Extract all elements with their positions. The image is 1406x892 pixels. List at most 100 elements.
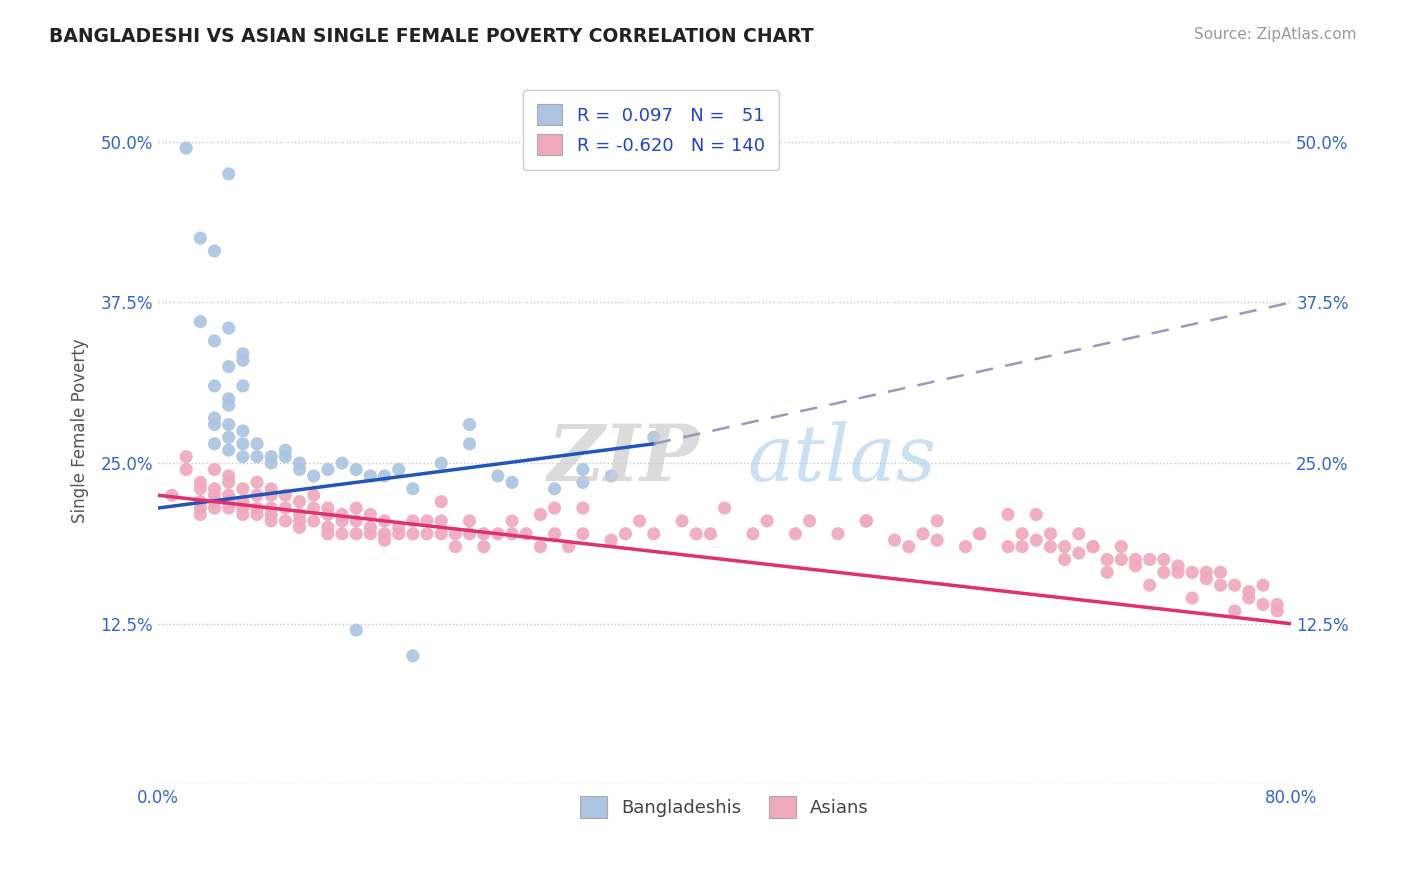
Point xyxy=(188,494,211,508)
Point xyxy=(188,315,211,329)
Point xyxy=(359,520,381,534)
Point xyxy=(756,514,779,528)
Point xyxy=(204,334,226,348)
Point xyxy=(402,482,425,496)
Point xyxy=(288,494,311,508)
Point xyxy=(543,526,565,541)
Point xyxy=(260,514,283,528)
Point xyxy=(246,475,269,490)
Point xyxy=(344,514,367,528)
Point xyxy=(232,353,254,368)
Point xyxy=(1167,566,1189,580)
Point xyxy=(188,482,211,496)
Point xyxy=(1025,533,1047,548)
Point xyxy=(501,526,523,541)
Point xyxy=(1167,558,1189,573)
Point xyxy=(204,494,226,508)
Point xyxy=(1223,578,1246,592)
Point xyxy=(742,526,765,541)
Point xyxy=(373,526,395,541)
Point xyxy=(246,508,269,522)
Point xyxy=(344,462,367,476)
Point xyxy=(558,540,581,554)
Point xyxy=(572,526,595,541)
Point xyxy=(188,508,211,522)
Point xyxy=(1251,598,1274,612)
Point xyxy=(543,482,565,496)
Point xyxy=(1153,552,1175,566)
Point xyxy=(204,244,226,258)
Point xyxy=(274,443,297,458)
Point xyxy=(330,526,353,541)
Point xyxy=(218,475,240,490)
Text: ZIP: ZIP xyxy=(548,421,700,498)
Point xyxy=(204,482,226,496)
Point xyxy=(218,501,240,516)
Point xyxy=(204,379,226,393)
Point xyxy=(288,514,311,528)
Point xyxy=(359,469,381,483)
Point xyxy=(1237,584,1260,599)
Point xyxy=(359,508,381,522)
Point xyxy=(1251,578,1274,592)
Point xyxy=(628,514,651,528)
Y-axis label: Single Female Poverty: Single Female Poverty xyxy=(72,339,89,524)
Point xyxy=(911,526,934,541)
Point xyxy=(883,533,905,548)
Point xyxy=(174,462,197,476)
Point xyxy=(713,501,735,516)
Point xyxy=(1195,566,1218,580)
Point xyxy=(1139,578,1161,592)
Point xyxy=(388,462,411,476)
Text: Source: ZipAtlas.com: Source: ZipAtlas.com xyxy=(1194,27,1357,42)
Point xyxy=(316,501,339,516)
Point xyxy=(232,347,254,361)
Point xyxy=(969,526,991,541)
Point xyxy=(218,321,240,335)
Point xyxy=(501,514,523,528)
Point xyxy=(274,450,297,464)
Point xyxy=(529,508,551,522)
Point xyxy=(204,411,226,425)
Point xyxy=(827,526,849,541)
Point xyxy=(997,540,1019,554)
Point xyxy=(232,508,254,522)
Point xyxy=(232,501,254,516)
Point xyxy=(1067,546,1090,560)
Point xyxy=(515,526,537,541)
Point xyxy=(302,501,325,516)
Legend: Bangladeshis, Asians: Bangladeshis, Asians xyxy=(572,789,876,825)
Point xyxy=(444,526,467,541)
Point xyxy=(288,520,311,534)
Point xyxy=(1265,598,1288,612)
Point xyxy=(288,508,311,522)
Point xyxy=(260,482,283,496)
Point xyxy=(260,456,283,470)
Point xyxy=(204,462,226,476)
Point xyxy=(1039,540,1062,554)
Point xyxy=(330,514,353,528)
Point xyxy=(232,437,254,451)
Point xyxy=(218,417,240,432)
Point xyxy=(927,533,949,548)
Point xyxy=(344,501,367,516)
Point xyxy=(458,417,481,432)
Point xyxy=(643,430,665,444)
Point xyxy=(359,526,381,541)
Point xyxy=(246,450,269,464)
Point xyxy=(1209,578,1232,592)
Point xyxy=(799,514,821,528)
Point xyxy=(316,520,339,534)
Point xyxy=(1081,540,1104,554)
Point xyxy=(1111,552,1133,566)
Point xyxy=(232,379,254,393)
Point xyxy=(1025,508,1047,522)
Point xyxy=(458,514,481,528)
Point xyxy=(685,526,707,541)
Point xyxy=(529,540,551,554)
Point xyxy=(316,462,339,476)
Point xyxy=(1181,591,1204,605)
Point xyxy=(1209,566,1232,580)
Point xyxy=(246,501,269,516)
Point xyxy=(373,533,395,548)
